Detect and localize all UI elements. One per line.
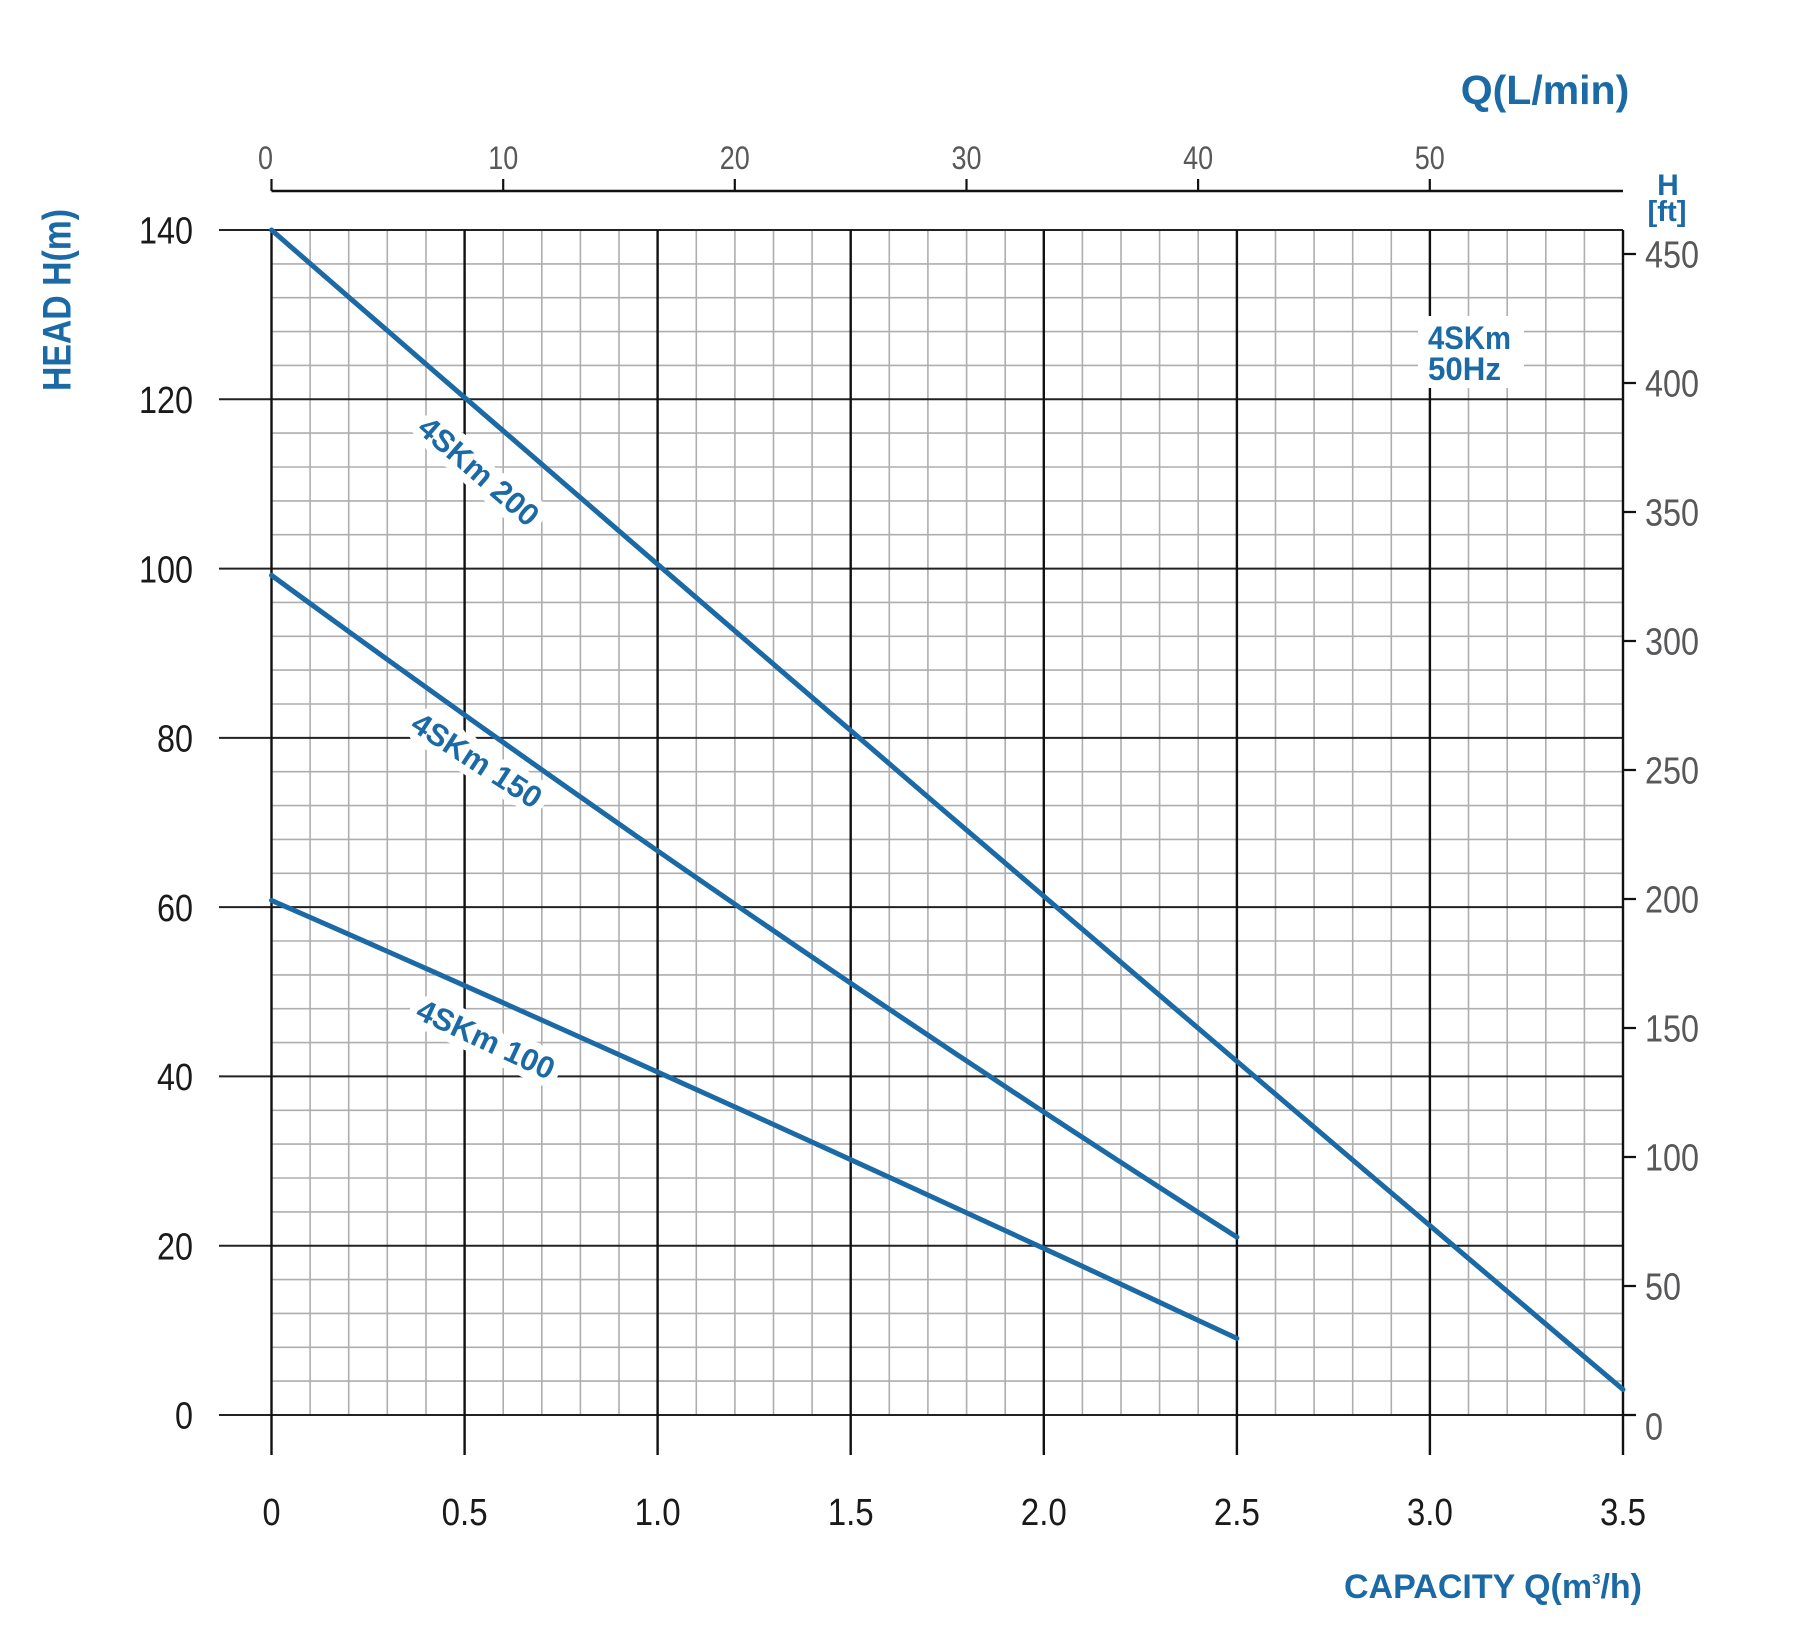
svg-text:60: 60 (157, 888, 193, 930)
svg-text:50Hz: 50Hz (1428, 351, 1501, 387)
svg-text:50: 50 (1415, 140, 1445, 176)
svg-text:350: 350 (1645, 493, 1699, 535)
svg-text:40: 40 (1183, 140, 1213, 176)
svg-text:50: 50 (1645, 1267, 1681, 1309)
svg-text:3.5: 3.5 (1600, 1492, 1646, 1534)
svg-text:4SKm: 4SKm (1428, 320, 1511, 356)
svg-text:100: 100 (139, 549, 193, 591)
svg-text:300: 300 (1645, 622, 1699, 664)
svg-text:Q(L/min): Q(L/min) (1461, 67, 1630, 113)
svg-text:0: 0 (1645, 1407, 1663, 1449)
svg-text:0: 0 (263, 1492, 281, 1534)
svg-text:200: 200 (1645, 880, 1699, 922)
svg-text:40: 40 (157, 1057, 193, 1099)
svg-text:10: 10 (488, 140, 518, 176)
svg-text:150: 150 (1645, 1009, 1699, 1051)
svg-text:100: 100 (1645, 1138, 1699, 1180)
svg-text:450: 450 (1645, 235, 1699, 277)
svg-text:400: 400 (1645, 364, 1699, 406)
svg-text:0: 0 (258, 140, 273, 176)
svg-text:140: 140 (139, 211, 193, 253)
svg-text:1.0: 1.0 (635, 1492, 681, 1534)
svg-text:20: 20 (157, 1226, 193, 1268)
svg-text:20: 20 (720, 140, 750, 176)
svg-text:30: 30 (952, 140, 982, 176)
svg-text:2.0: 2.0 (1021, 1492, 1067, 1534)
svg-text:0.5: 0.5 (442, 1492, 488, 1534)
svg-text:0: 0 (175, 1396, 193, 1438)
svg-text:H: H (1657, 169, 1679, 202)
svg-text:[ft]: [ft] (1648, 196, 1687, 228)
svg-text:1.5: 1.5 (828, 1492, 874, 1534)
svg-text:80: 80 (157, 719, 193, 761)
svg-text:3.0: 3.0 (1407, 1492, 1453, 1534)
svg-text:HEAD H(m): HEAD H(m) (36, 209, 80, 391)
svg-text:2.5: 2.5 (1214, 1492, 1260, 1534)
svg-text:120: 120 (139, 380, 193, 422)
svg-text:250: 250 (1645, 751, 1699, 793)
